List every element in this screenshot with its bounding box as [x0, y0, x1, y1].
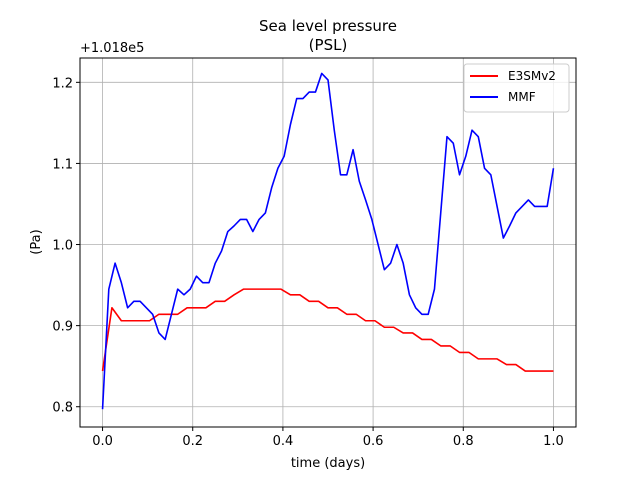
x-axis-label: time (days) — [291, 456, 365, 471]
y-tick-label: 0.8 — [52, 401, 73, 416]
chart-title: Sea level pressure — [259, 17, 397, 35]
series-layer — [101, 72, 555, 410]
x-tick-label: 0.2 — [182, 434, 203, 449]
x-tick-label: 0.0 — [92, 434, 113, 449]
y-tick-label: 1.1 — [52, 157, 73, 172]
series-line-mmf — [101, 72, 555, 410]
x-tick-label: 0.8 — [453, 434, 474, 449]
y-axis-label: (Pa) — [29, 229, 44, 254]
plot-frame — [79, 57, 577, 428]
x-tick-label: 0.6 — [363, 434, 384, 449]
legend-label-e3smv2: E3SMv2 — [508, 69, 556, 83]
tick-layer: 0.0 0.2 0.4 0.6 0.8 1.0 0.8 0.9 1.0 1.1 1.2 — [52, 76, 563, 449]
y-tick-label: 1.0 — [52, 239, 73, 254]
grid-layer — [80, 58, 576, 427]
y-tick-label: 0.9 — [52, 320, 73, 335]
legend: E3SMv2 MMF — [463, 63, 570, 113]
legend-label-mmf: MMF — [508, 90, 536, 104]
x-tick-label: 1.0 — [543, 434, 564, 449]
chart-subtitle: (PSL) — [309, 36, 348, 54]
y-tick-label: 1.2 — [52, 76, 73, 91]
y-offset-label: +1.018e5 — [80, 41, 144, 56]
series-line-e3smv2 — [101, 288, 554, 372]
x-tick-label: 0.4 — [273, 434, 294, 449]
